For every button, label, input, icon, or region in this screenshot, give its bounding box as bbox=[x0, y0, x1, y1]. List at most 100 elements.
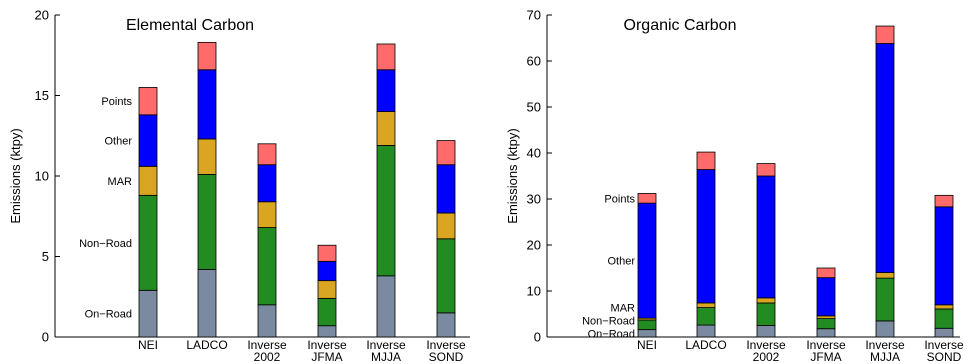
x-tick-label: Inverse bbox=[366, 338, 406, 352]
chart-title: Organic Carbon bbox=[624, 17, 737, 34]
bar-segment bbox=[197, 173, 217, 270]
bar-segment bbox=[257, 227, 277, 306]
bar-segment bbox=[875, 43, 895, 274]
bar-segment bbox=[257, 164, 277, 203]
bar-segment bbox=[317, 297, 337, 327]
bar-segment bbox=[816, 315, 836, 319]
bar-segment bbox=[197, 138, 217, 175]
bar-segment bbox=[696, 169, 716, 304]
x-tick-label: Inverse bbox=[746, 338, 786, 352]
bar-segment bbox=[696, 151, 716, 170]
bar-segment bbox=[934, 194, 954, 208]
y-tick-label: 30 bbox=[527, 192, 541, 207]
bar-segment bbox=[138, 289, 158, 338]
chart-panel-1: 0 5 10 15 20 Emissions (ktpy) Elemental Carbon… bbox=[8, 8, 470, 364]
bar-segment bbox=[637, 319, 657, 331]
bar-segment bbox=[637, 202, 657, 319]
bar-segment bbox=[934, 206, 954, 306]
bar-segment bbox=[436, 140, 456, 166]
x-tick-label: LADCO bbox=[685, 338, 726, 352]
series-label: Non−Road bbox=[79, 238, 132, 250]
bar-segment bbox=[138, 114, 158, 167]
bar-segment bbox=[436, 238, 456, 314]
bar-segment bbox=[257, 143, 277, 166]
x-tick-label: 2002 bbox=[254, 350, 281, 364]
bar-segment bbox=[197, 41, 217, 71]
bar-segment bbox=[138, 87, 158, 116]
bar-segment bbox=[436, 212, 456, 240]
bar-segment bbox=[637, 329, 657, 338]
bar-segment bbox=[756, 325, 776, 338]
bar-segment bbox=[197, 69, 217, 140]
x-tick-label: NEI bbox=[637, 338, 657, 352]
bar-segment bbox=[257, 304, 277, 338]
bar-segment bbox=[756, 302, 776, 326]
x-tick-label: Inverse bbox=[307, 338, 347, 352]
y-tick-label: 70 bbox=[527, 8, 541, 23]
bar-segment bbox=[875, 277, 895, 322]
bar-segment bbox=[816, 267, 836, 279]
bar-segment bbox=[376, 275, 396, 338]
bar-segment bbox=[816, 277, 836, 317]
bar-segment bbox=[376, 145, 396, 277]
bar-segment bbox=[875, 272, 895, 279]
series-label: MAR bbox=[108, 176, 133, 188]
y-tick-label: 40 bbox=[527, 146, 541, 161]
bar-segment bbox=[436, 164, 456, 214]
bar-segment bbox=[317, 260, 337, 282]
y-tick-label: 10 bbox=[527, 284, 541, 299]
bar-segment bbox=[875, 25, 895, 44]
bar-segment bbox=[317, 244, 337, 262]
x-tick-label: MJJA bbox=[371, 350, 401, 364]
bar-segment bbox=[756, 175, 776, 299]
x-tick-label: NEI bbox=[138, 338, 158, 352]
bar-segment bbox=[934, 308, 954, 329]
series-label: On−Road bbox=[588, 328, 635, 340]
y-tick-label: 5 bbox=[42, 249, 49, 264]
series-label: Points bbox=[604, 193, 635, 205]
x-tick-label: Inverse bbox=[426, 338, 466, 352]
x-tick-label: MJJA bbox=[870, 350, 900, 364]
y-tick-label: 15 bbox=[35, 88, 49, 103]
y-tick-label: 0 bbox=[42, 330, 49, 345]
bar-segment bbox=[756, 297, 776, 304]
x-tick-label: Inverse bbox=[865, 338, 905, 352]
y-tick-label: 20 bbox=[527, 238, 541, 253]
series-label: Non−Road bbox=[582, 315, 635, 327]
y-tick-label: 50 bbox=[527, 100, 541, 115]
bar-segment bbox=[376, 111, 396, 146]
bar-segment bbox=[696, 302, 716, 308]
x-tick-label: SOND bbox=[927, 350, 962, 364]
bar-segment bbox=[696, 307, 716, 326]
series-label: Other bbox=[607, 256, 635, 268]
bar-segment bbox=[317, 325, 337, 338]
bar-segment bbox=[138, 194, 158, 291]
bar-segment bbox=[257, 201, 277, 228]
bar-segment bbox=[637, 193, 657, 204]
y-axis-label: Emissions (ktpy) bbox=[505, 128, 520, 223]
x-tick-label: JFMA bbox=[810, 350, 841, 364]
bar-segment bbox=[197, 268, 217, 338]
series-label: On−Road bbox=[85, 309, 132, 321]
bar-segment bbox=[934, 327, 954, 338]
bar-segment bbox=[816, 318, 836, 330]
x-tick-label: SOND bbox=[429, 350, 464, 364]
x-tick-label: 2002 bbox=[753, 350, 780, 364]
y-tick-label: 10 bbox=[35, 169, 49, 184]
x-tick-label: LADCO bbox=[186, 338, 227, 352]
x-tick-label: JFMA bbox=[311, 350, 342, 364]
bar-segment bbox=[376, 69, 396, 112]
series-label: Other bbox=[104, 136, 132, 148]
x-tick-label: Inverse bbox=[924, 338, 964, 352]
bar-segment bbox=[934, 304, 954, 310]
bar-segment bbox=[756, 163, 776, 177]
y-axis-label: Emissions (ktpy) bbox=[8, 128, 23, 223]
y-tick-label: 0 bbox=[534, 330, 541, 345]
x-tick-label: Inverse bbox=[806, 338, 846, 352]
bar-segment bbox=[138, 165, 158, 196]
series-label: MAR bbox=[611, 302, 636, 314]
chart-panel-2: 0 10 20 30 40 50 60 70 Emissions (ktpy) Organic C… bbox=[505, 8, 964, 364]
series-label: Points bbox=[101, 96, 132, 108]
bar-segment bbox=[875, 320, 895, 338]
